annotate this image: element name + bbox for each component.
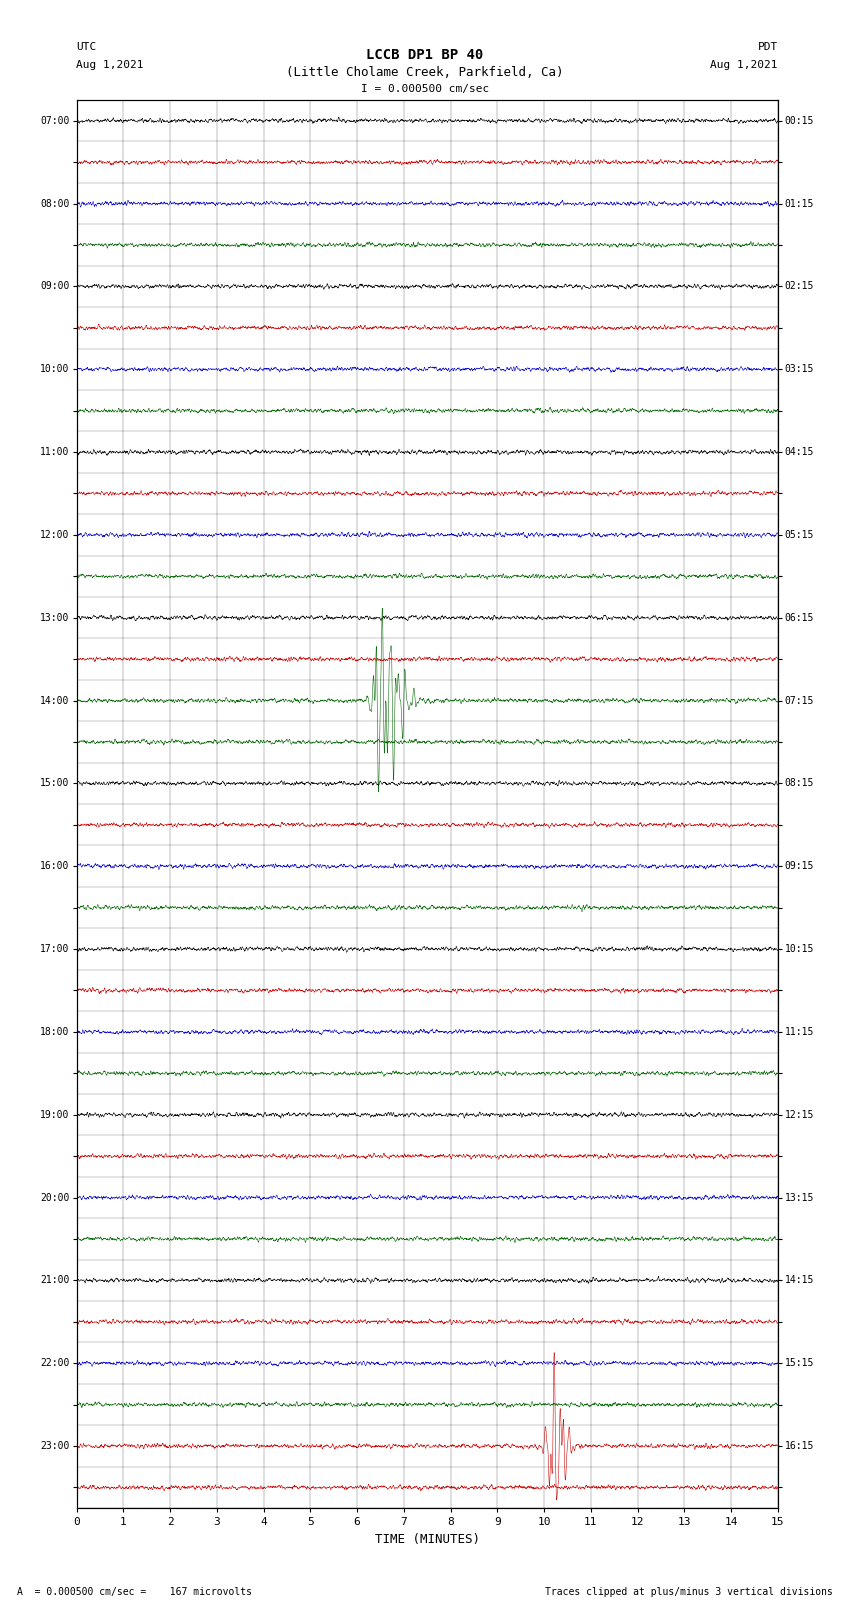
Text: A  = 0.000500 cm/sec =    167 microvolts: A = 0.000500 cm/sec = 167 microvolts bbox=[17, 1587, 252, 1597]
Text: PDT: PDT bbox=[757, 42, 778, 52]
Text: Aug 1,2021: Aug 1,2021 bbox=[76, 60, 144, 69]
Text: I = 0.000500 cm/sec: I = 0.000500 cm/sec bbox=[361, 84, 489, 94]
Text: LCCB DP1 BP 40: LCCB DP1 BP 40 bbox=[366, 48, 484, 63]
X-axis label: TIME (MINUTES): TIME (MINUTES) bbox=[375, 1532, 479, 1545]
Text: (Little Cholame Creek, Parkfield, Ca): (Little Cholame Creek, Parkfield, Ca) bbox=[286, 66, 564, 79]
Text: Aug 1,2021: Aug 1,2021 bbox=[711, 60, 778, 69]
Text: UTC: UTC bbox=[76, 42, 97, 52]
Text: Traces clipped at plus/minus 3 vertical divisions: Traces clipped at plus/minus 3 vertical … bbox=[545, 1587, 833, 1597]
